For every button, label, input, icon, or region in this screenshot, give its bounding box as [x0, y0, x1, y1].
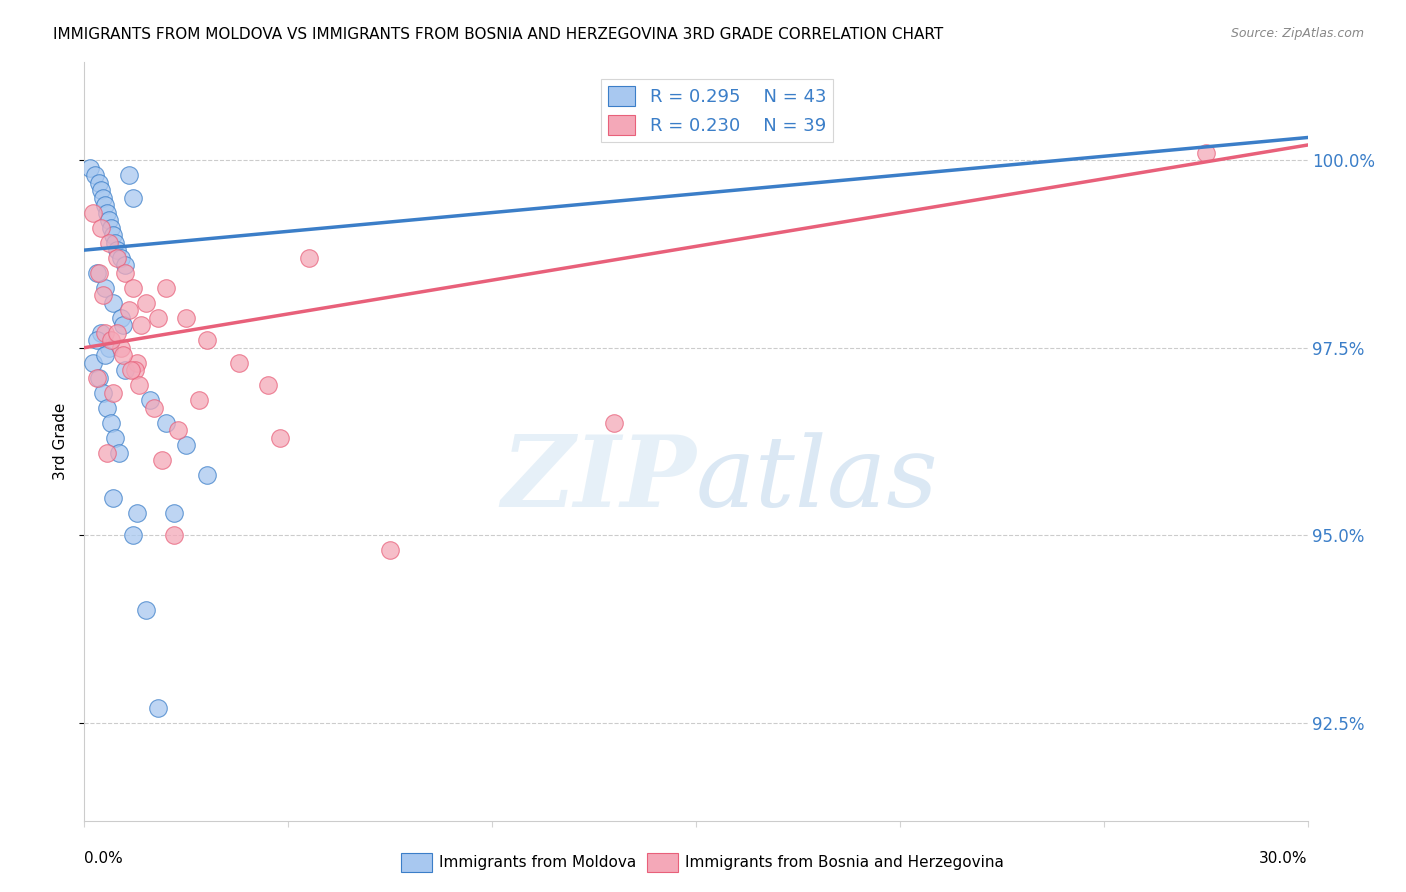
Point	[146, 701, 169, 715]
Point	[135, 295, 157, 310]
Point	[93, 198, 115, 212]
Point	[174, 310, 197, 325]
Point	[105, 243, 128, 257]
Point	[110, 251, 132, 265]
Point	[122, 280, 145, 294]
Point	[167, 423, 190, 437]
Point	[96, 205, 118, 219]
Point	[118, 303, 141, 318]
Point	[146, 310, 169, 325]
Text: Immigrants from Moldova: Immigrants from Moldova	[439, 855, 636, 870]
Point	[118, 168, 141, 182]
Point	[195, 468, 218, 483]
Point	[195, 333, 218, 347]
Point	[79, 161, 101, 175]
Text: atlas: atlas	[696, 432, 939, 527]
Point	[97, 213, 120, 227]
Point	[86, 333, 108, 347]
Point	[122, 190, 145, 204]
Point	[87, 370, 110, 384]
Point	[100, 416, 122, 430]
Point	[104, 235, 127, 250]
Point	[87, 176, 110, 190]
Text: IMMIGRANTS FROM MOLDOVA VS IMMIGRANTS FROM BOSNIA AND HERZEGOVINA 3RD GRADE CORR: IMMIGRANTS FROM MOLDOVA VS IMMIGRANTS FR…	[53, 27, 943, 42]
Point	[90, 183, 112, 197]
Point	[91, 385, 114, 400]
Point	[90, 326, 112, 340]
Point	[131, 318, 153, 333]
Point	[135, 603, 157, 617]
Point	[101, 228, 124, 243]
Point	[83, 168, 105, 182]
Point	[127, 506, 149, 520]
Point	[174, 438, 197, 452]
Point	[1195, 145, 1218, 160]
Point	[603, 416, 626, 430]
Text: 30.0%: 30.0%	[1260, 851, 1308, 866]
Point	[298, 251, 321, 265]
Point	[138, 393, 160, 408]
Point	[120, 363, 142, 377]
Point	[100, 333, 122, 347]
Text: 0.0%: 0.0%	[84, 851, 124, 866]
Point	[82, 356, 104, 370]
Point	[114, 363, 136, 377]
Point	[269, 431, 291, 445]
Point	[90, 220, 112, 235]
Y-axis label: 3rd Grade: 3rd Grade	[52, 403, 67, 480]
Point	[108, 446, 131, 460]
Point	[380, 543, 402, 558]
Point	[93, 280, 115, 294]
Point	[91, 190, 114, 204]
Point	[127, 356, 149, 370]
Point	[104, 431, 127, 445]
Point	[82, 205, 104, 219]
Point	[91, 288, 114, 302]
Point	[124, 363, 146, 377]
Point	[101, 491, 124, 505]
Point	[96, 446, 118, 460]
Point	[97, 341, 120, 355]
Point	[93, 348, 115, 362]
Point	[110, 341, 132, 355]
Point	[150, 453, 173, 467]
Point	[101, 385, 124, 400]
Point	[114, 258, 136, 272]
Point	[112, 318, 135, 333]
Point	[105, 326, 128, 340]
Point	[155, 280, 177, 294]
Point	[93, 326, 115, 340]
Point	[87, 266, 110, 280]
Point	[105, 251, 128, 265]
Point	[114, 266, 136, 280]
Point	[163, 528, 186, 542]
Point	[101, 295, 124, 310]
Point	[163, 506, 186, 520]
Point	[257, 378, 280, 392]
Point	[187, 393, 209, 408]
Point	[96, 401, 118, 415]
Point	[110, 310, 132, 325]
Text: Immigrants from Bosnia and Herzegovina: Immigrants from Bosnia and Herzegovina	[685, 855, 1004, 870]
Legend: R = 0.295    N = 43, R = 0.230    N = 39: R = 0.295 N = 43, R = 0.230 N = 39	[600, 79, 834, 143]
Text: ZIP: ZIP	[501, 431, 696, 528]
Point	[142, 401, 165, 415]
Point	[228, 356, 250, 370]
Point	[97, 235, 120, 250]
Point	[86, 370, 108, 384]
Point	[112, 348, 135, 362]
Text: Source: ZipAtlas.com: Source: ZipAtlas.com	[1230, 27, 1364, 40]
Point	[100, 220, 122, 235]
Point	[122, 528, 145, 542]
Point	[128, 378, 150, 392]
Point	[86, 266, 108, 280]
Point	[155, 416, 177, 430]
